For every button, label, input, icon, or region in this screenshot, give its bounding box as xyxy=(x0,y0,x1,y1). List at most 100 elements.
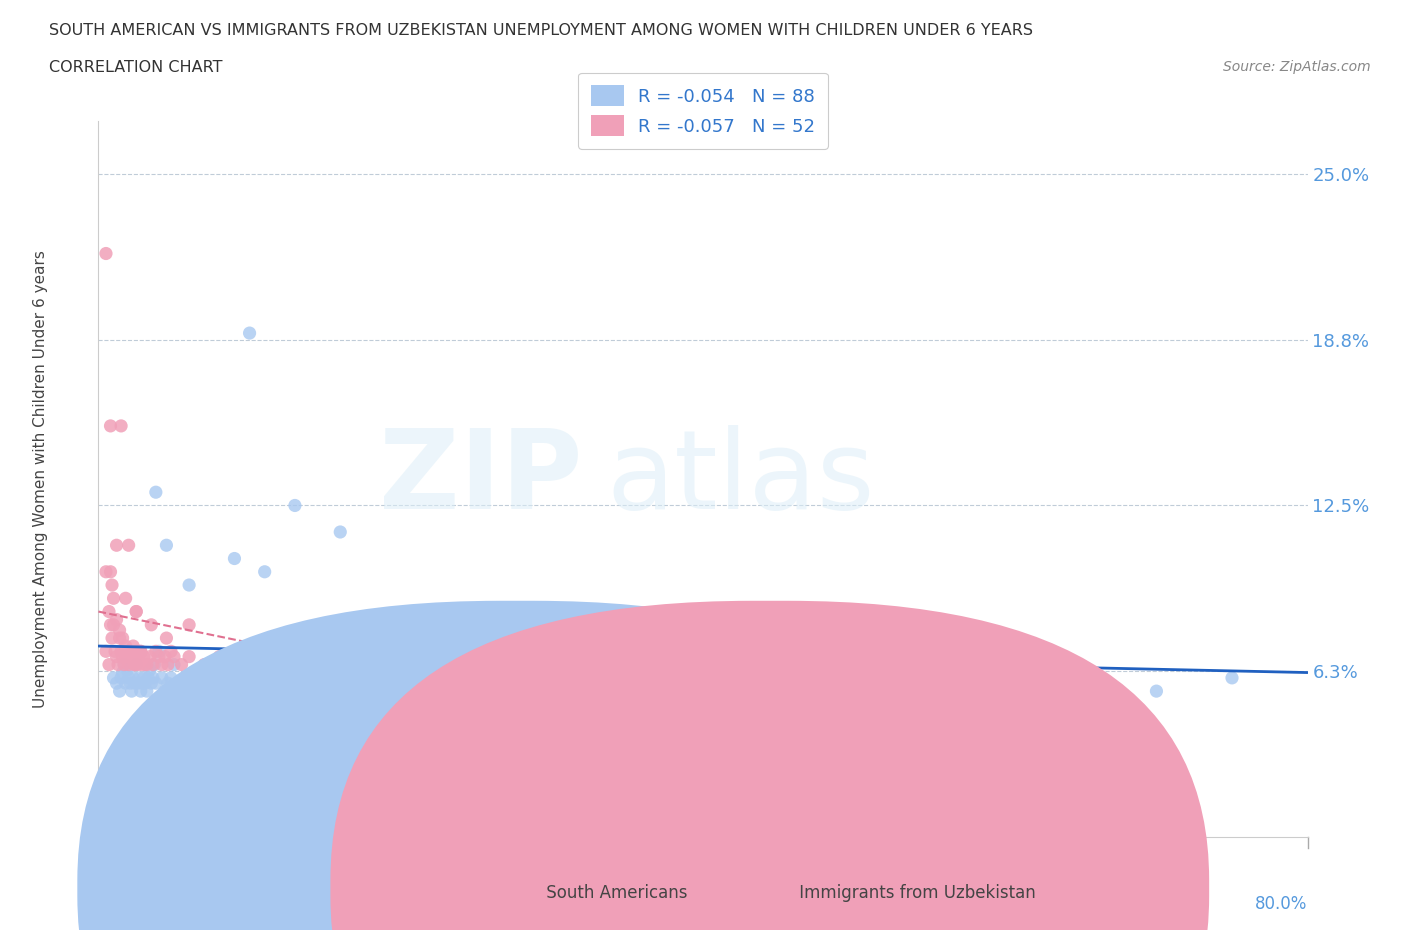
Point xyxy=(510,676,533,691)
Point xyxy=(98,604,121,619)
FancyBboxPatch shape xyxy=(77,601,956,930)
Point xyxy=(124,658,146,672)
Point xyxy=(329,671,352,685)
Point xyxy=(163,658,186,672)
Point xyxy=(118,644,141,658)
Point xyxy=(1070,676,1092,691)
Point xyxy=(129,684,152,698)
Point xyxy=(179,618,201,632)
Point xyxy=(299,649,322,664)
Point xyxy=(143,658,166,672)
Point xyxy=(239,649,262,664)
Point xyxy=(231,658,253,672)
Point xyxy=(103,591,125,605)
Point xyxy=(114,639,136,654)
FancyBboxPatch shape xyxy=(330,601,1209,930)
Text: Source: ZipAtlas.com: Source: ZipAtlas.com xyxy=(1223,60,1371,74)
Point xyxy=(631,676,654,691)
Point xyxy=(269,671,291,685)
Point xyxy=(114,676,136,691)
Point xyxy=(571,684,593,698)
Point xyxy=(661,671,683,685)
Point xyxy=(115,662,138,677)
Point xyxy=(994,671,1017,685)
Point xyxy=(111,631,134,645)
Point xyxy=(163,649,186,664)
Point xyxy=(170,658,193,672)
Point xyxy=(128,658,150,672)
Point xyxy=(132,649,155,664)
Point xyxy=(125,604,148,619)
Point xyxy=(299,671,322,685)
Point xyxy=(142,658,165,672)
Point xyxy=(160,644,183,658)
Point xyxy=(139,662,162,677)
Point xyxy=(224,658,246,672)
Point xyxy=(141,676,163,691)
Point xyxy=(129,644,152,658)
Point xyxy=(94,246,117,261)
Point xyxy=(540,671,562,685)
Point xyxy=(155,631,177,645)
Point xyxy=(120,644,142,658)
Point xyxy=(121,649,143,664)
Point xyxy=(108,631,131,645)
Point xyxy=(253,658,276,672)
Point xyxy=(141,618,163,632)
Point xyxy=(110,644,132,658)
Point xyxy=(125,644,148,658)
Point xyxy=(314,658,336,672)
Point xyxy=(156,676,179,691)
Point xyxy=(132,658,155,672)
Point xyxy=(465,676,488,691)
Point xyxy=(135,658,157,672)
Point xyxy=(94,644,117,658)
Point xyxy=(329,525,352,539)
Point xyxy=(136,671,159,685)
Point xyxy=(153,684,176,698)
Text: 0.0%: 0.0% xyxy=(98,896,141,913)
Point xyxy=(344,684,367,698)
Point xyxy=(201,729,224,744)
Text: SOUTH AMERICAN VS IMMIGRANTS FROM UZBEKISTAN UNEMPLOYMENT AMONG WOMEN WITH CHILD: SOUTH AMERICAN VS IMMIGRANTS FROM UZBEKI… xyxy=(49,23,1033,38)
Text: ZIP: ZIP xyxy=(378,425,582,533)
Point xyxy=(495,684,517,698)
Point xyxy=(128,671,150,685)
Point xyxy=(98,658,121,672)
Point xyxy=(873,671,896,685)
Point xyxy=(122,671,145,685)
Point xyxy=(481,671,503,685)
Point xyxy=(111,649,134,664)
Point xyxy=(148,644,170,658)
Point xyxy=(145,485,167,499)
Point xyxy=(965,671,987,685)
Point xyxy=(127,649,149,664)
Point xyxy=(118,538,141,552)
Point xyxy=(112,658,135,672)
Point xyxy=(108,684,131,698)
Point xyxy=(124,676,146,691)
Point xyxy=(692,684,714,698)
Point xyxy=(111,665,134,680)
Point xyxy=(150,671,173,685)
Point xyxy=(105,676,128,691)
Point xyxy=(163,724,186,738)
Point xyxy=(100,565,122,579)
Point xyxy=(100,418,122,433)
Point xyxy=(314,676,336,691)
Point xyxy=(121,684,143,698)
Point xyxy=(389,684,412,698)
Point xyxy=(127,649,149,664)
Point xyxy=(768,671,790,685)
Point xyxy=(179,649,201,664)
Point xyxy=(108,623,131,638)
Point xyxy=(103,618,125,632)
Point xyxy=(125,604,148,619)
Point xyxy=(723,676,745,691)
Point xyxy=(145,644,167,658)
Point xyxy=(120,676,142,691)
Text: Unemployment Among Women with Children Under 6 years: Unemployment Among Women with Children U… xyxy=(32,250,48,708)
Point xyxy=(389,711,412,725)
Point xyxy=(284,684,307,698)
Text: 80.0%: 80.0% xyxy=(1256,896,1308,913)
